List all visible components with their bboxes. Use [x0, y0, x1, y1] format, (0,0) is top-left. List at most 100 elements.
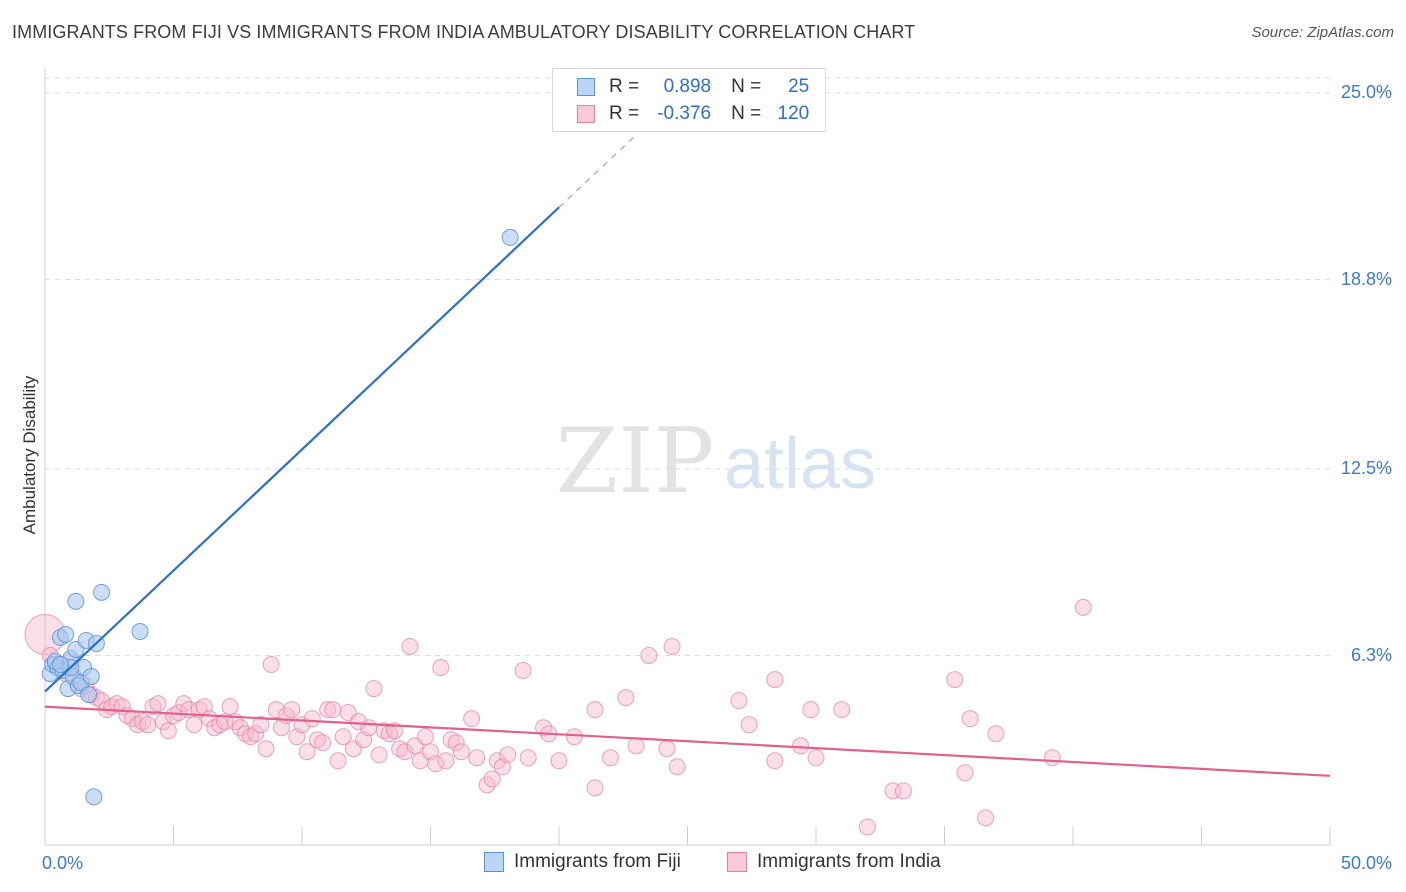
india-point: [360, 719, 378, 737]
legend-row-fiji: R = 0.898 N = 25: [577, 75, 809, 99]
india-point: [375, 722, 393, 740]
india-point: [640, 647, 658, 665]
india-point: [416, 728, 434, 746]
india-point: [206, 719, 224, 737]
india-point: [452, 743, 470, 761]
fiji-swatch: [577, 78, 595, 96]
india-point: [159, 722, 177, 740]
india-point: [463, 710, 481, 728]
legend-row-india: R = -0.376 N = 120: [577, 102, 809, 126]
source-credit: Source: ZipAtlas.com: [1251, 24, 1394, 41]
india-point: [396, 743, 414, 761]
fiji-point: [51, 656, 69, 674]
fiji-point: [80, 686, 98, 704]
stats-legend: R = 0.898 N = 25 R = -0.376 N = 120: [552, 68, 826, 132]
india-point: [792, 737, 810, 755]
india-point: [956, 764, 974, 782]
india-point: [766, 752, 784, 770]
n-label: N =: [731, 103, 762, 124]
watermark-atlas: atlas: [724, 424, 876, 504]
series-legend: Immigrants from Fiji Immigrants from Ind…: [0, 851, 1406, 877]
india-point: [283, 701, 301, 719]
india-point: [627, 737, 645, 755]
india-point: [401, 637, 419, 655]
india-point: [550, 752, 568, 770]
india-point: [242, 728, 260, 746]
fiji-swatch: [484, 852, 504, 872]
y-tick-label: 12.5%: [1340, 458, 1392, 479]
fiji-point: [57, 625, 75, 643]
india-point: [257, 740, 275, 758]
watermark: ZIP atlas: [556, 409, 876, 514]
india-point: [108, 695, 126, 713]
india-point: [308, 731, 326, 749]
india-point: [329, 752, 347, 770]
n-value-fiji: 25: [788, 76, 810, 97]
india-point: [802, 701, 820, 719]
fiji-point: [93, 583, 111, 601]
india-point: [514, 662, 532, 680]
india-point: [730, 692, 748, 710]
india-point: [894, 782, 912, 800]
india-point: [365, 680, 383, 698]
india-point: [432, 659, 450, 677]
fiji-point: [67, 592, 85, 610]
india-point: [129, 716, 147, 734]
y-tick-label: 18.8%: [1340, 268, 1392, 289]
india-trend-line: [44, 705, 1331, 777]
india-swatch: [727, 852, 747, 872]
r-value-fiji: 0.898: [663, 76, 712, 97]
india-point: [468, 749, 486, 767]
india-point: [601, 749, 619, 767]
india-point: [586, 701, 604, 719]
y-axis-label: Ambulatory Disability: [20, 375, 39, 535]
india-point: [833, 701, 851, 719]
india-point: [334, 728, 352, 746]
india-point: [314, 734, 332, 752]
india-point: [298, 743, 316, 761]
india-point: [668, 758, 686, 776]
legend-item-fiji[interactable]: Immigrants from Fiji: [484, 851, 681, 873]
watermark-zip: ZIP: [556, 409, 715, 514]
fiji-point: [85, 788, 103, 806]
india-point: [483, 770, 501, 788]
india-point: [236, 725, 254, 743]
india-point: [658, 740, 676, 758]
india-point: [663, 637, 681, 655]
india-point: [221, 698, 239, 716]
india-point: [350, 713, 368, 731]
r-label: R =: [609, 76, 640, 97]
x-tick-label-max: 50.0%: [1340, 853, 1392, 873]
india-point: [319, 701, 337, 719]
chart-title: IMMIGRANTS FROM FIJI VS IMMIGRANTS FROM …: [12, 22, 916, 42]
legend-item-india[interactable]: Immigrants from India: [727, 851, 941, 873]
legend-label-fiji: Immigrants from Fiji: [514, 851, 681, 872]
india-point: [144, 698, 162, 716]
india-point: [1043, 749, 1061, 767]
india-point: [617, 689, 635, 707]
india-point: [442, 731, 460, 749]
india-point: [946, 671, 964, 689]
india-point: [447, 734, 465, 752]
india-point: [370, 746, 388, 764]
india-point: [807, 749, 825, 767]
india-point: [961, 710, 979, 728]
n-value-india: 120: [777, 103, 810, 124]
india-point: [977, 809, 995, 827]
india-point: [586, 779, 604, 797]
india-point: [262, 656, 280, 674]
india-point: [139, 716, 157, 734]
india-point: [858, 818, 876, 836]
india-point: [884, 782, 902, 800]
india-point: [565, 728, 583, 746]
india-point: [324, 701, 342, 719]
india-point: [165, 707, 182, 725]
india-point: [987, 725, 1005, 743]
india-point: [247, 725, 265, 743]
n-label: N =: [731, 76, 762, 97]
r-label: R =: [609, 103, 640, 124]
india-point: [427, 755, 445, 773]
india-point: [134, 713, 152, 731]
india-point: [185, 716, 203, 734]
